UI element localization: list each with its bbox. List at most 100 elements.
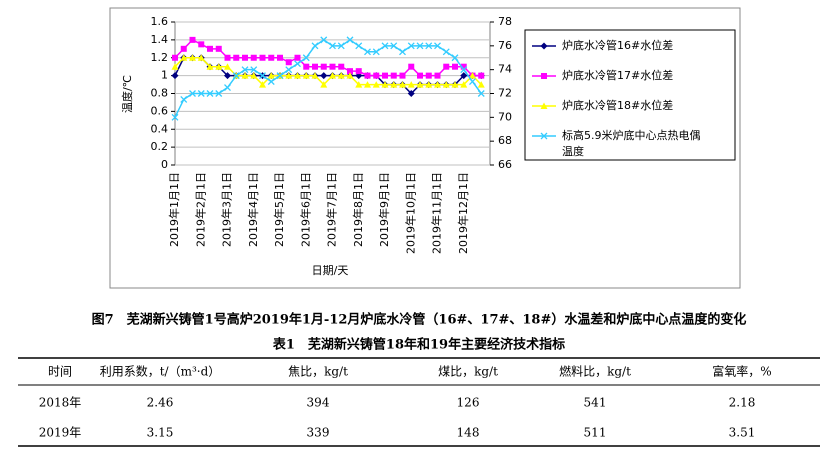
marker	[276, 72, 284, 80]
marker	[337, 42, 345, 50]
marker	[224, 84, 231, 92]
marker	[311, 72, 319, 79]
marker	[355, 81, 363, 88]
marker	[477, 90, 485, 97]
y2-tick-label: 76	[498, 39, 512, 52]
table-header: 富氧率，%	[712, 364, 771, 379]
marker	[364, 48, 371, 56]
legend-box	[524, 29, 736, 161]
marker	[372, 48, 380, 56]
marker	[540, 102, 548, 109]
y2-tick-label: 70	[498, 110, 512, 123]
marker	[434, 72, 441, 79]
marker	[250, 66, 258, 74]
marker	[267, 78, 275, 86]
y2-tick-label: 66	[498, 158, 512, 171]
marker	[443, 63, 450, 70]
marker	[215, 45, 222, 52]
marker	[302, 72, 310, 79]
table-header: 焦比，kg/t	[288, 365, 348, 379]
marker	[180, 95, 188, 103]
x-tick-label: 2019年12月1日	[456, 172, 470, 254]
marker	[294, 72, 301, 79]
marker	[224, 54, 231, 61]
marker	[171, 113, 179, 121]
marker	[373, 72, 380, 79]
marker	[259, 54, 266, 61]
marker	[312, 63, 318, 70]
marker	[390, 72, 397, 79]
marker	[442, 81, 450, 88]
table-cell: 2019年	[39, 426, 82, 440]
table-cell: 148	[457, 426, 480, 440]
x-tick-label: 2019年7月1日	[325, 172, 339, 247]
x-tick-label: 2019年4月1日	[246, 172, 260, 247]
marker	[372, 81, 380, 88]
marker	[381, 42, 389, 50]
x-tick-label: 2019年6月1日	[298, 172, 312, 247]
marker	[259, 81, 266, 88]
marker	[540, 132, 548, 140]
marker	[347, 68, 353, 75]
marker	[329, 72, 336, 79]
y2-tick-label: 74	[498, 63, 512, 76]
marker	[320, 36, 328, 44]
marker	[346, 72, 354, 79]
y-tick-label: 1	[161, 69, 168, 82]
x-tick-label: 2019年11月1日	[430, 172, 444, 254]
marker	[242, 54, 248, 61]
x-tick-label: 2019年5月1日	[272, 172, 286, 247]
marker	[189, 54, 196, 61]
figure-caption: 图7 芜湖新兴铸管1号高炉2019年1月-12月炉底水冷管（16#、17#、18…	[92, 312, 747, 328]
table-cell: 511	[584, 426, 607, 440]
x-tick-label: 2019年10月1日	[403, 172, 417, 254]
marker	[408, 63, 415, 70]
marker	[469, 72, 476, 79]
x-tick-label: 2019年1月1日	[167, 172, 181, 247]
marker	[434, 81, 441, 88]
marker	[417, 72, 423, 79]
y-tick-label: 1.2	[151, 51, 169, 64]
marker	[189, 90, 196, 97]
marker	[320, 72, 328, 80]
x-tick-label: 2019年9月1日	[377, 172, 391, 247]
table-cell: 541	[584, 396, 607, 410]
marker	[171, 63, 179, 70]
y-tick-label: 0.6	[151, 104, 169, 117]
marker	[442, 48, 450, 56]
y-tick-label: 1.6	[151, 15, 169, 28]
y-tick-label: 0.2	[151, 140, 169, 153]
table-cell: 3.15	[147, 426, 174, 440]
y-tick-label: 0.8	[151, 87, 169, 100]
y2-tick-label: 78	[498, 15, 512, 28]
marker	[390, 81, 398, 88]
table-header: 时间	[48, 365, 72, 379]
marker	[460, 66, 468, 74]
marker	[268, 54, 275, 61]
marker	[206, 90, 214, 97]
marker	[215, 90, 223, 97]
y-tick-label: 1.4	[151, 33, 169, 46]
marker	[407, 42, 415, 50]
marker	[215, 63, 223, 70]
marker	[364, 72, 371, 79]
marker	[294, 60, 301, 68]
marker	[241, 66, 249, 74]
marker	[302, 54, 310, 62]
marker	[416, 42, 424, 50]
table-cell: 394	[307, 396, 330, 410]
marker	[540, 42, 548, 50]
marker	[285, 66, 293, 74]
marker	[364, 81, 371, 88]
marker	[198, 41, 205, 48]
marker	[250, 54, 257, 61]
marker	[416, 81, 424, 88]
x-tick-label: 2019年8月1日	[351, 172, 365, 247]
x-tick-label: 2019年3月1日	[220, 172, 234, 247]
marker	[329, 42, 336, 50]
legend-label: 炉底水冷管16#水位差	[562, 38, 673, 52]
table-header: 利用系数，t/（m³·d）	[100, 364, 221, 379]
marker	[180, 45, 187, 52]
marker	[206, 63, 214, 70]
